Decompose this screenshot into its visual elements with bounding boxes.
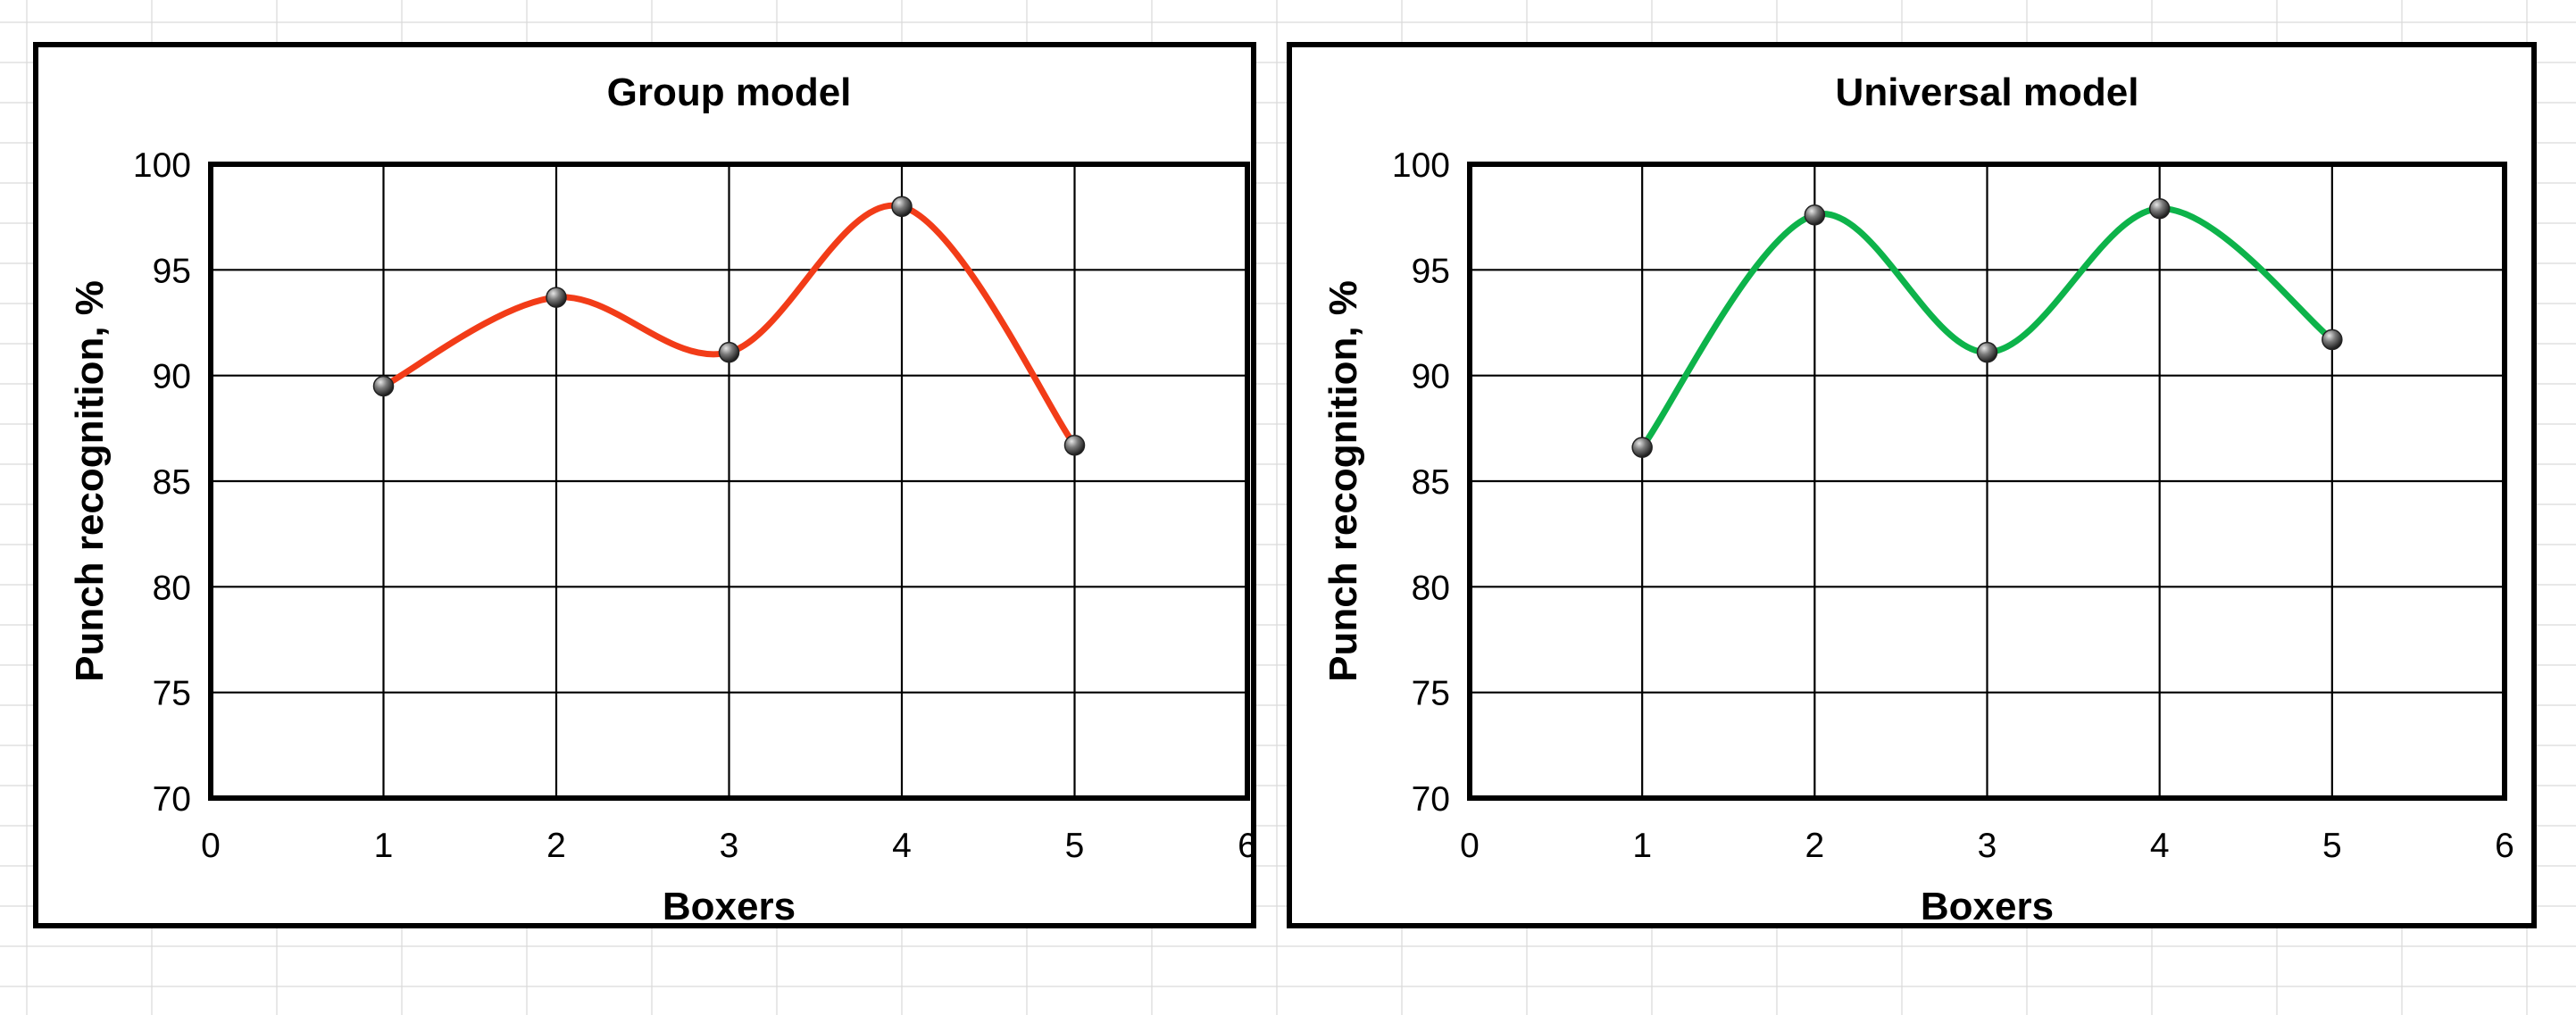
chart-1-title: Group model <box>607 71 852 114</box>
chart-1-y-tick-label: 70 <box>153 780 191 819</box>
chart-2-x-tick-label: 6 <box>2495 827 2514 865</box>
chart-1-data-point <box>891 196 913 218</box>
chart-2-x-tick-label: 1 <box>1632 827 1652 865</box>
chart-1-x-tick-label: 6 <box>1238 827 1257 865</box>
chart-1-x-tick-label: 3 <box>720 827 739 865</box>
chart-2-y-axis-label: Punch recognition, % <box>1321 280 1365 682</box>
chart-1-y-tick-label: 100 <box>133 146 191 185</box>
chart-2-x-tick-label: 4 <box>2150 827 2170 865</box>
chart-2-data-point <box>1804 204 1826 226</box>
chart-2-y-tick-label: 75 <box>1412 675 1450 713</box>
chart-2-title: Universal model <box>1836 71 2139 114</box>
chart-1-x-tick-label: 4 <box>892 827 912 865</box>
chart-1-y-axis-label: Punch recognition, % <box>68 280 112 682</box>
chart-1-series-line <box>380 202 1078 449</box>
chart-2-y-tick-label: 80 <box>1412 569 1450 607</box>
chart-2-data-point <box>1631 437 1653 458</box>
chart-1-panel: 70 75 80 85 90 95 100 0 1 2 3 4 5 6 Group model Boxers P… <box>33 42 1257 928</box>
chart-1-data-point <box>1063 435 1086 456</box>
chart-1-data-point <box>546 287 567 308</box>
chart-1-x-tick-label: 5 <box>1065 827 1085 865</box>
chart-1-x-tick-label: 0 <box>201 827 221 865</box>
chart-1-x-tick-label: 2 <box>546 827 566 865</box>
chart-2-y-tick-label: 70 <box>1412 780 1450 819</box>
chart-2-y-tick-label: 90 <box>1412 358 1450 396</box>
chart-2-x-tick-label: 5 <box>2322 827 2342 865</box>
chart-2-y-tick-label: 95 <box>1412 252 1450 290</box>
chart-2-y-tick-label: 100 <box>1392 146 1450 185</box>
chart-1-plot-border <box>208 162 1250 801</box>
chart-2-data-point <box>2148 197 2171 220</box>
chart-2-plot-border <box>1467 162 2507 801</box>
chart-1-y-tick-label: 75 <box>153 675 191 713</box>
chart-1-y-tick-label: 95 <box>153 252 191 290</box>
chart-1-y-tick-label: 80 <box>153 569 191 607</box>
chart-2-panel: 70 75 80 85 90 95 100 0 1 2 3 4 5 6 Universal model Box… <box>1287 42 2537 928</box>
chart-1-data-point <box>718 341 740 363</box>
chart-2-x-axis-label: Boxers <box>1921 885 2054 928</box>
chart-1-y-tick-label: 90 <box>153 358 191 396</box>
chart-1-data-point <box>372 375 395 397</box>
chart-1-x-tick-label: 1 <box>374 827 394 865</box>
chart-2-x-tick-label: 0 <box>1460 827 1480 865</box>
chart-2-data-point <box>2322 329 2343 351</box>
chart-2-x-tick-label: 2 <box>1805 827 1824 865</box>
chart-2-y-tick-label: 85 <box>1412 463 1450 502</box>
chart-2-data-point <box>1976 341 1998 363</box>
chart-1-x-axis-label: Boxers <box>663 885 796 928</box>
chart-2-x-tick-label: 3 <box>1978 827 1997 865</box>
chart-1-y-tick-label: 85 <box>153 463 191 502</box>
